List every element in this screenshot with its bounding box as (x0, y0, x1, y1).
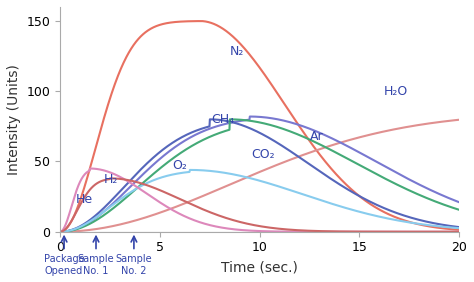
Text: Package
Opened: Package Opened (44, 254, 84, 276)
Text: Ar: Ar (310, 130, 323, 143)
Text: O₂: O₂ (172, 159, 187, 172)
Text: He: He (76, 193, 93, 206)
Text: CH₄: CH₄ (212, 113, 235, 126)
Text: N₂: N₂ (230, 45, 244, 58)
Text: H₂: H₂ (104, 173, 118, 186)
X-axis label: Time (sec.): Time (sec.) (221, 260, 298, 274)
Text: Sample
No. 1: Sample No. 1 (78, 254, 114, 276)
Text: Sample
No. 2: Sample No. 2 (116, 254, 152, 276)
Text: CO₂: CO₂ (252, 148, 275, 161)
Text: H₂O: H₂O (383, 85, 408, 98)
Y-axis label: Intensity (Units): Intensity (Units) (7, 64, 21, 175)
